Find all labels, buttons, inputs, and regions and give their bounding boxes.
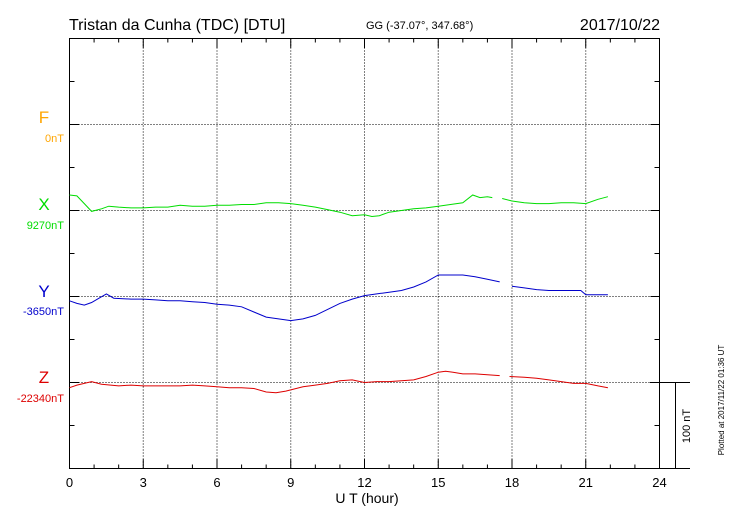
series-line-x: [502, 196, 609, 205]
series-baseline-x: 9270nT: [27, 220, 65, 232]
x-tick-label: 12: [357, 475, 371, 490]
axis-ticks: [69, 38, 660, 469]
scale-bar-label: 100 nT: [681, 409, 693, 444]
x-tick-label: 24: [652, 475, 666, 490]
series-name-f: F: [39, 108, 49, 127]
series-labels: F 0nT X 9270nT Y -3650nT Z -22340nT: [17, 108, 64, 405]
x-tick-label: 21: [579, 475, 593, 490]
plot-frame: [69, 38, 660, 469]
station-title: Tristan da Cunha (TDC) [DTU]: [69, 17, 285, 34]
series-name-x: X: [38, 195, 49, 214]
x-tick-label: 9: [287, 475, 294, 490]
scale-bar: 100 nT: [650, 382, 693, 469]
x-tick-label: 6: [213, 475, 220, 490]
series-line-y: [69, 274, 500, 322]
x-tick-label: 15: [431, 475, 445, 490]
series-line-x: [69, 194, 493, 218]
series-name-y: Y: [38, 282, 49, 301]
series-baseline-z: -22340nT: [17, 393, 64, 405]
date-label: 2017/10/22: [580, 17, 660, 34]
series-baseline-y: -3650nT: [23, 306, 64, 318]
x-tick-label: 0: [66, 475, 73, 490]
coordinates-label: GG (-37.07°, 347.68°): [366, 20, 473, 32]
x-tick-label: 3: [140, 475, 147, 490]
x-tick-labels: 0 3 6 9 12 15 18 21 24: [66, 475, 667, 490]
x-axis-label: U T (hour): [335, 490, 398, 506]
grid: [69, 38, 660, 469]
x-tick-label: 18: [505, 475, 519, 490]
series-line-y: [511, 285, 608, 296]
series-name-z: Z: [39, 368, 49, 387]
series-line-z: [69, 370, 500, 394]
series-baseline-f: 0nT: [45, 133, 64, 145]
series-line-z: [509, 376, 608, 389]
series-lines: [69, 194, 609, 394]
plotted-at-note: Plotted at 2017/11/22 01:36 UT: [717, 345, 726, 456]
